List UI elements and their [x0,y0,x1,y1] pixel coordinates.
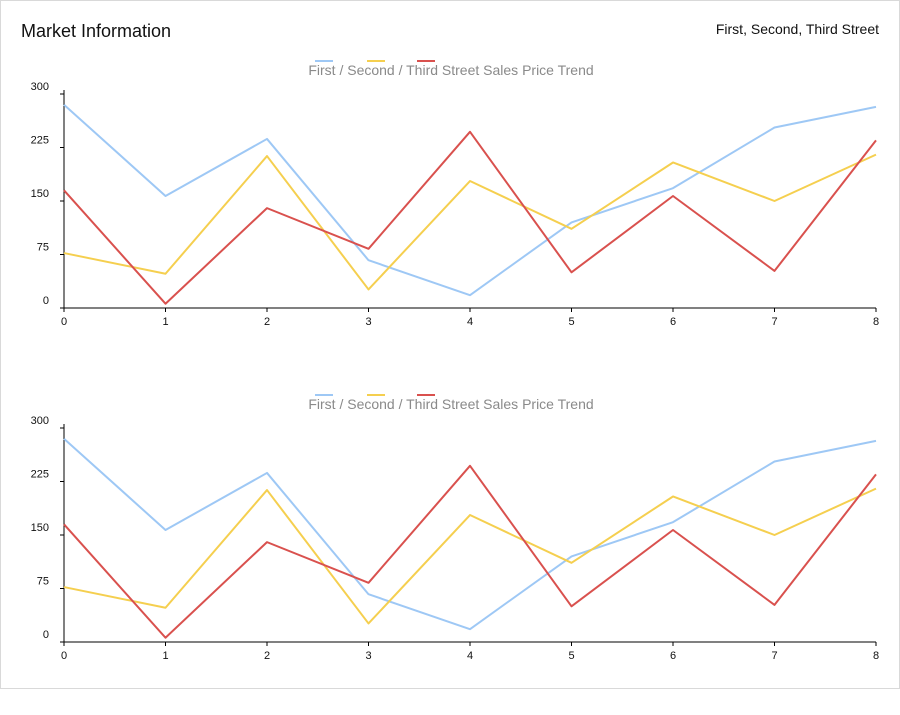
x-tick-label: 0 [61,316,67,328]
y-tick-label: 300 [31,81,49,93]
y-tick-label: 0 [43,295,49,307]
x-tick-label: 2 [264,316,270,328]
series-line-2 [63,130,877,305]
y-tick-label: 150 [31,522,49,534]
series-line-1 [63,153,877,291]
line-chart-top: First / Second / Third Street Sales Pric… [31,60,879,328]
series-line-0 [63,103,877,297]
x-tick-label: 5 [568,650,574,662]
y-tick-label: 300 [31,415,49,427]
y-tick-label: 0 [43,629,49,641]
x-tick-label: 3 [365,650,371,662]
series-line-0 [63,437,877,631]
x-tick-label: 3 [365,316,371,328]
x-tick-label: 8 [873,316,879,328]
chart-title: First / Second / Third Street Sales Pric… [308,396,593,412]
page-subtitle: First, Second, Third Street [715,21,879,37]
y-tick-label: 225 [31,135,49,147]
x-tick-label: 4 [467,316,473,328]
x-tick-label: 7 [771,650,777,662]
series-line-2 [63,464,877,639]
x-tick-label: 6 [670,650,676,662]
x-tick-label: 2 [264,650,270,662]
y-tick-label: 225 [31,469,49,481]
series-line-1 [63,487,877,625]
x-tick-label: 4 [467,650,473,662]
page-title: Market Information [21,21,172,41]
x-tick-label: 0 [61,650,67,662]
x-tick-label: 5 [568,316,574,328]
chart-title: First / Second / Third Street Sales Pric… [308,62,593,78]
y-tick-label: 75 [37,242,49,254]
x-tick-label: 8 [873,650,879,662]
x-tick-label: 1 [162,316,168,328]
dashboard-frame: Market Information First, Second, Third … [0,0,900,689]
x-tick-label: 7 [771,316,777,328]
x-tick-label: 1 [162,650,168,662]
line-chart-bottom: First / Second / Third Street Sales Pric… [31,394,879,662]
y-tick-label: 150 [31,188,49,200]
y-tick-label: 75 [37,576,49,588]
x-tick-label: 6 [670,316,676,328]
